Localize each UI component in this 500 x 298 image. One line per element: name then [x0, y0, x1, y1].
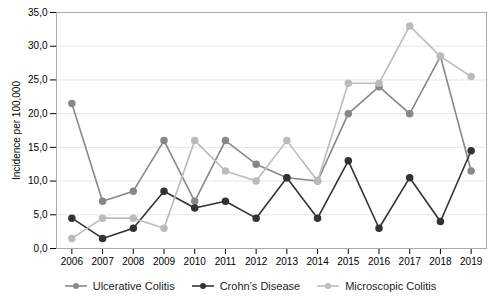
svg-text:2013: 2013	[276, 256, 299, 267]
svg-text:35,0: 35,0	[28, 7, 48, 18]
svg-text:2019: 2019	[460, 256, 483, 267]
svg-text:20,0: 20,0	[28, 108, 48, 119]
svg-text:2014: 2014	[306, 256, 329, 267]
svg-text:2018: 2018	[429, 256, 452, 267]
svg-text:2010: 2010	[184, 256, 207, 267]
svg-text:2011: 2011	[215, 256, 237, 267]
svg-text:2015: 2015	[337, 256, 360, 267]
svg-text:2017: 2017	[399, 256, 422, 267]
html-text:Ulcerative Colitis: Ulcerative Colitis	[92, 280, 175, 292]
svg-text:Incidence per 100,000: Incidence per 100,000	[11, 81, 22, 180]
svg-text:2007: 2007	[91, 256, 114, 267]
svg-text:2016: 2016	[368, 256, 391, 267]
svg-text:25,0: 25,0	[28, 74, 48, 85]
svg-text:2008: 2008	[122, 256, 145, 267]
svg-text:5,0: 5,0	[34, 209, 48, 220]
svg-text:2012: 2012	[245, 256, 268, 267]
svg-text:15,0: 15,0	[28, 142, 48, 153]
html-text:Microscopic Colitis: Microscopic Colitis	[345, 280, 437, 292]
svg-text:2006: 2006	[61, 256, 84, 267]
svg-text:10,0: 10,0	[28, 175, 48, 186]
svg-text:2009: 2009	[153, 256, 176, 267]
html-text:Crohn’s Disease: Crohn’s Disease	[219, 280, 301, 292]
svg-text:0,0: 0,0	[34, 243, 48, 254]
svg-text:30,0: 30,0	[28, 40, 48, 51]
